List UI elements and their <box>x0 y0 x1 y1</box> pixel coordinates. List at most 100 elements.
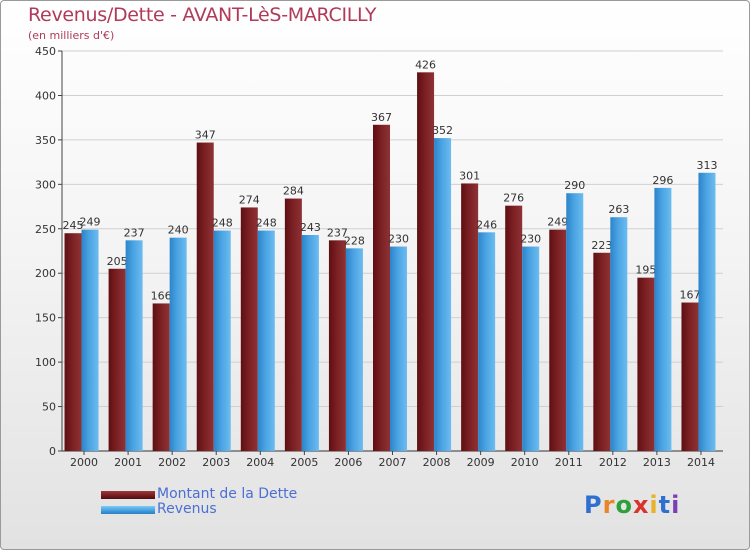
legend-swatch-revenus <box>101 505 155 514</box>
bar-dette <box>196 142 214 452</box>
bar-revenus <box>654 187 672 451</box>
data-label-dette: 347 <box>195 129 216 142</box>
logo-letter: P <box>584 491 603 519</box>
data-label-dette: 301 <box>459 169 480 182</box>
logo-letter: r <box>602 491 616 519</box>
x-tick-label: 2005 <box>290 456 318 469</box>
logo-letter: i <box>671 491 681 519</box>
x-tick-label: 2000 <box>70 456 98 469</box>
y-tick-label: 400 <box>35 89 56 102</box>
x-tick-label: 2010 <box>511 456 539 469</box>
bar-revenus <box>566 193 584 451</box>
bar-dette <box>240 207 258 451</box>
bar-revenus <box>301 235 319 451</box>
data-label-revenus: 248 <box>256 217 277 230</box>
legend-label-dette: Montant de la Dette <box>157 486 298 502</box>
data-label-dette: 205 <box>107 255 128 268</box>
data-label-dette: 276 <box>503 192 524 205</box>
data-label-dette: 367 <box>371 111 392 124</box>
y-tick-label: 450 <box>35 45 56 58</box>
bar-revenus <box>125 240 143 451</box>
x-tick-label: 2003 <box>202 456 230 469</box>
bar-revenus <box>390 246 407 451</box>
y-tick-label: 100 <box>35 356 56 369</box>
data-label-revenus: 248 <box>212 217 233 230</box>
x-tick-label: 2006 <box>334 456 362 469</box>
data-label-dette: 245 <box>63 219 84 232</box>
data-label-revenus: 230 <box>388 233 409 246</box>
y-tick-label: 300 <box>35 178 56 191</box>
data-label-revenus: 313 <box>696 159 717 172</box>
bar-dette <box>152 303 170 451</box>
y-tick-label: 250 <box>35 223 56 236</box>
x-tick-label: 2011 <box>555 456 583 469</box>
data-label-revenus: 290 <box>564 179 585 192</box>
bar-dette <box>505 205 523 451</box>
proxiti-logo: Proxiti <box>584 491 680 519</box>
bar-dette <box>328 240 346 451</box>
legend-item-revenus: Revenus <box>101 502 297 517</box>
data-label-revenus: 263 <box>608 203 629 216</box>
bar-dette <box>417 72 435 451</box>
bar-revenus <box>478 232 496 451</box>
data-label-dette: 223 <box>591 239 612 252</box>
bar-revenus <box>434 138 452 451</box>
data-label-revenus: 243 <box>300 221 321 234</box>
data-label-revenus: 240 <box>168 224 189 237</box>
data-label-revenus: 246 <box>476 218 497 231</box>
x-tick-label: 2004 <box>246 456 274 469</box>
x-tick-label: 2014 <box>687 456 715 469</box>
x-tick-label: 2012 <box>599 456 627 469</box>
bar-revenus <box>169 237 187 451</box>
bar-revenus <box>257 230 275 451</box>
data-label-dette: 274 <box>239 193 260 206</box>
chart-title: Revenus/Dette - AVANT-LèS-MARCILLY <box>28 4 377 26</box>
bar-dette <box>549 229 567 451</box>
x-tick-label: 2007 <box>379 456 407 469</box>
data-label-revenus: 228 <box>344 234 365 247</box>
bar-dette <box>681 302 699 451</box>
logo-letter: i <box>649 491 659 519</box>
x-tick-label: 2013 <box>643 456 671 469</box>
data-label-revenus: 352 <box>432 124 453 137</box>
y-tick-label: 200 <box>35 267 56 280</box>
chart-subtitle: (en milliers d'€) <box>28 29 115 42</box>
data-label-revenus: 230 <box>520 233 541 246</box>
logo-letter: t <box>658 491 672 519</box>
bar-dette <box>593 252 611 451</box>
x-tick-label: 2009 <box>467 456 495 469</box>
legend-swatch-dette <box>101 490 155 499</box>
data-label-dette: 249 <box>547 216 568 229</box>
bar-revenus <box>345 248 363 451</box>
bar-dette <box>284 198 302 451</box>
y-tick-label: 150 <box>35 312 56 325</box>
bar-revenus <box>81 229 99 451</box>
data-label-dette: 284 <box>283 185 304 198</box>
legend-label-revenus: Revenus <box>157 501 217 517</box>
bar-revenus <box>213 230 231 451</box>
x-tick-label: 2008 <box>423 456 451 469</box>
data-label-revenus: 237 <box>124 226 145 239</box>
data-label-revenus: 296 <box>652 174 673 187</box>
data-label-dette: 167 <box>679 289 700 302</box>
data-label-revenus: 249 <box>80 216 101 229</box>
data-label-dette: 195 <box>635 264 656 277</box>
data-label-dette: 237 <box>327 226 348 239</box>
bar-revenus <box>698 172 716 451</box>
bar-revenus <box>522 246 540 451</box>
x-tick-label: 2001 <box>114 456 142 469</box>
legend-item-dette: Montant de la Dette <box>101 487 297 502</box>
y-tick-label: 50 <box>42 401 56 414</box>
y-tick-label: 0 <box>49 445 56 458</box>
data-label-dette: 166 <box>151 289 172 302</box>
bar-dette <box>637 277 655 451</box>
bar-dette <box>373 124 390 452</box>
chart-legend: Montant de la Dette Revenus <box>101 487 297 517</box>
x-tick-label: 2002 <box>158 456 186 469</box>
logo-letter: x <box>632 491 650 519</box>
bar-revenus <box>610 217 628 451</box>
logo-letter: o <box>615 491 633 519</box>
y-tick-label: 350 <box>35 134 56 147</box>
